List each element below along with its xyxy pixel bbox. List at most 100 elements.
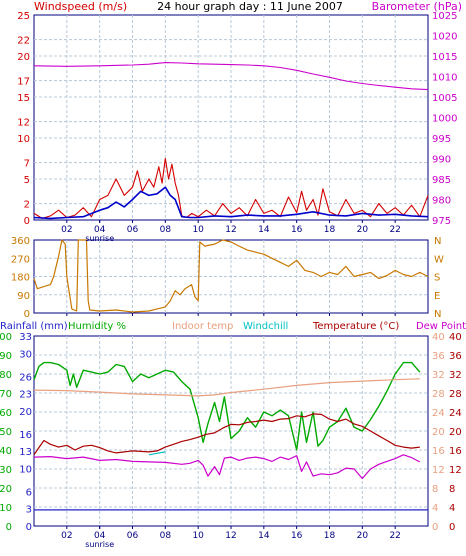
windspeed-tick: 12 (17, 118, 30, 129)
hour-tick-label: 18 (324, 225, 336, 235)
hour-tick-label: 20 (357, 531, 369, 541)
rainfall-tick: 33 (19, 332, 32, 343)
temperature-axis-label: Temperature (°C) (312, 321, 399, 332)
dewpoint-axis-label: Dew Point (416, 321, 466, 332)
compass-label: N (434, 236, 441, 247)
windchill-series (148, 451, 166, 456)
hour-tick-label: 14 (258, 225, 270, 235)
windspeed-tick: 5 (24, 175, 30, 186)
indoor-temp-tick: 24 (432, 408, 445, 419)
indoor-temp-tick: 40 (432, 332, 445, 343)
windspeed-tick: 2 (24, 200, 30, 211)
temperature-tick: 32 (449, 370, 462, 381)
humidity-tick: 70 (0, 389, 12, 400)
direction-tick: 270 (11, 254, 30, 265)
windspeed-tick: 7 (24, 159, 30, 170)
rainfall-axis-label: Rainfall (mm) (0, 321, 68, 332)
hour-tick-label: 22 (389, 225, 400, 235)
barometer-tick: 975 (432, 216, 451, 227)
indoor-temp-tick: 4 (432, 503, 438, 514)
indoor-temp-tick: 32 (432, 370, 445, 381)
windspeed-tick: 10 (17, 134, 30, 145)
hour-tick-label: 04 (94, 225, 106, 235)
barometer-axis-label: Barometer (hPa) (372, 0, 462, 13)
hour-tick-label: 12 (225, 531, 236, 541)
sunrise-label: sunrise (85, 540, 114, 549)
hour-tick-label: 22 (389, 531, 400, 541)
hour-tick-label: 06 (127, 225, 139, 235)
humidity-tick: 50 (0, 427, 12, 438)
temperature-tick: 0 (449, 522, 455, 533)
barometer-series (33, 62, 429, 91)
rainfall-tick: 10 (19, 464, 32, 475)
humidity-tick: 20 (0, 484, 12, 495)
temperature-tick: 36 (449, 351, 462, 362)
hour-tick-label: 10 (192, 225, 204, 235)
humidity-axis-label: Humidity % (68, 321, 126, 332)
direction-tick: 360 (11, 236, 30, 247)
direction-tick: 0 (24, 309, 30, 320)
windchill-label: Windchill (243, 321, 288, 332)
temperature-tick: 8 (449, 484, 455, 495)
humidity-tick: 90 (0, 351, 12, 362)
hour-tick-label: 12 (225, 225, 236, 235)
rainfall-tick: 20 (19, 407, 32, 418)
indoor-temp-tick: 20 (432, 427, 445, 438)
windspeed-tick: 20 (17, 52, 30, 63)
indoor-temp-tick: 8 (432, 484, 438, 495)
rainfall-tick: 30 (19, 349, 32, 360)
hour-tick-label: 04 (94, 531, 106, 541)
rainfall-tick: 23 (19, 390, 32, 401)
indoor-temp-tick: 36 (432, 351, 445, 362)
temperature-tick: 40 (449, 332, 462, 343)
rainfall-tick: 3 (26, 505, 32, 516)
direction-tick: 90 (17, 291, 30, 302)
barometer-tick: 995 (432, 134, 451, 145)
temperature-tick: 28 (449, 389, 462, 400)
barometer-tick: 980 (432, 196, 451, 207)
compass-label: S (434, 273, 440, 284)
compass-label: E (434, 291, 440, 302)
hour-tick-label: 14 (258, 531, 270, 541)
windspeed-tick: 25 (17, 11, 30, 22)
gust-series (33, 186, 429, 220)
barometer-tick: 1005 (432, 93, 457, 104)
windspeed-tick: 0 (24, 216, 30, 227)
rainfall-tick: 6 (26, 487, 32, 498)
barometer-tick: 1010 (432, 73, 457, 84)
barometer-tick: 1015 (432, 52, 457, 63)
rainfall-tick: 16 (19, 430, 32, 441)
windspeed-series (33, 157, 429, 219)
direction-tick: 180 (11, 273, 30, 284)
direction-series (33, 239, 429, 313)
hour-tick-label: 16 (291, 531, 303, 541)
temperature-tick: 4 (449, 503, 455, 514)
temperature-tick: 12 (449, 465, 462, 476)
humidity-tick: 30 (0, 465, 12, 476)
barometer-tick: 990 (432, 155, 451, 166)
temperature-tick: 24 (449, 408, 462, 419)
compass-label: N (434, 309, 441, 320)
temperature-tick: 16 (449, 446, 462, 457)
hour-tick-label: 18 (324, 531, 336, 541)
dewpoint-series (33, 454, 421, 480)
humidity-tick: 80 (0, 370, 12, 381)
hour-tick-label: 02 (61, 225, 72, 235)
rainfall-tick: 26 (19, 372, 32, 383)
barometer-tick: 985 (432, 175, 451, 186)
barometer-tick: 1000 (432, 114, 457, 125)
hour-tick-label: 20 (357, 225, 369, 235)
windspeed-tick: 17 (17, 77, 30, 88)
hour-tick-label: 02 (61, 531, 72, 541)
indoor-series (33, 378, 420, 397)
humidity-tick: 60 (0, 408, 12, 419)
windspeed-tick: 15 (17, 93, 30, 104)
humidity-tick: 0 (6, 522, 12, 533)
compass-label: W (434, 254, 444, 265)
humidity-series (33, 361, 421, 451)
hour-tick-label: 16 (291, 225, 303, 235)
rainfall-tick: 0 (26, 522, 32, 533)
humidity-tick: 40 (0, 446, 12, 457)
humidity-tick: 10 (0, 503, 12, 514)
